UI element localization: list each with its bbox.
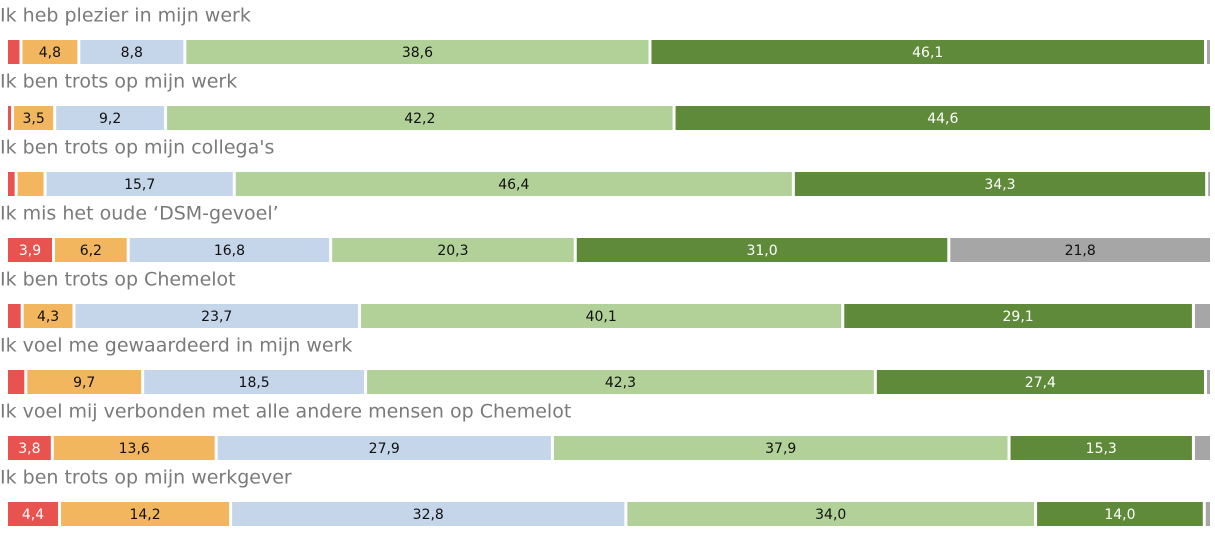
value-label: 3,5 <box>22 111 44 127</box>
value-label: 6,2 <box>80 243 102 259</box>
value-label: 9,7 <box>73 375 95 391</box>
value-label: 29,1 <box>1003 309 1034 325</box>
bar-segment <box>27 370 142 394</box>
value-label: 4,8 <box>39 45 61 61</box>
category-label: Ik ben trots op mijn werk <box>0 71 237 93</box>
bar-segment <box>1206 370 1210 394</box>
value-label: 42,3 <box>605 375 636 391</box>
bar-segment <box>75 304 359 328</box>
bar-segment <box>8 172 15 196</box>
bar-segment <box>553 436 1008 460</box>
value-label: 14,2 <box>129 507 160 523</box>
bar-segment <box>54 238 127 262</box>
bar-segment <box>876 370 1204 394</box>
bar-segment <box>56 106 165 130</box>
value-label: 3,9 <box>19 243 41 259</box>
category-label: Ik voel me gewaardeerd in mijn werk <box>0 335 352 357</box>
value-label: 44,6 <box>927 111 958 127</box>
bar-segment <box>8 436 51 460</box>
bar-segment <box>14 106 54 130</box>
bar-segment <box>8 304 21 328</box>
value-label: 46,1 <box>912 45 943 61</box>
value-label: 40,1 <box>586 309 617 325</box>
category-label: Ik heb plezier in mijn werk <box>0 5 251 27</box>
bar-segment <box>22 40 78 64</box>
bar-segment <box>235 172 792 196</box>
bar-segment <box>53 436 215 460</box>
bar-segment <box>950 238 1210 262</box>
bar-segment <box>332 238 574 262</box>
value-label: 3,8 <box>18 441 40 457</box>
category-label: Ik voel mij verbonden met alle andere me… <box>0 401 571 423</box>
value-label: 14,0 <box>1104 507 1135 523</box>
bar-segment <box>61 502 230 526</box>
value-label: 16,8 <box>214 243 245 259</box>
category-label: Ik mis het oude ‘DSM-gevoel’ <box>0 203 279 225</box>
value-label: 18,5 <box>239 375 270 391</box>
value-label: 15,3 <box>1086 441 1117 457</box>
bar-segment <box>46 172 233 196</box>
value-label: 37,9 <box>765 441 796 457</box>
bar-segment <box>627 502 1035 526</box>
value-label: 34,0 <box>815 507 846 523</box>
bar-segment <box>576 238 948 262</box>
bar-segment <box>1037 502 1203 526</box>
bar-segment <box>675 106 1210 130</box>
bar-segment <box>8 106 12 130</box>
value-label: 15,7 <box>124 177 155 193</box>
value-label: 23,7 <box>201 309 232 325</box>
value-label: 34,3 <box>984 177 1015 193</box>
value-label: 46,4 <box>498 177 529 193</box>
bar-segment <box>651 40 1204 64</box>
bar-segment <box>8 40 20 64</box>
bar-segment <box>1205 502 1210 526</box>
bar-segment <box>361 304 842 328</box>
category-label: Ik ben trots op Chemelot <box>0 269 236 291</box>
value-label: 20,3 <box>437 243 468 259</box>
value-label: 4,3 <box>37 309 59 325</box>
bar-segment <box>8 502 59 526</box>
bar-segment <box>232 502 625 526</box>
bar-segment <box>1194 304 1210 328</box>
bar-segment <box>1208 172 1210 196</box>
bar-segment <box>367 370 874 394</box>
value-label: 27,4 <box>1025 375 1056 391</box>
value-label: 38,6 <box>402 45 433 61</box>
value-label: 42,2 <box>404 111 435 127</box>
bar-segment <box>1194 436 1210 460</box>
value-label: 13,6 <box>119 441 150 457</box>
bar-segment <box>217 436 551 460</box>
category-label: Ik ben trots op mijn werkgever <box>0 467 292 489</box>
bar-segment <box>8 238 52 262</box>
value-label: 8,8 <box>121 45 143 61</box>
bar-segment <box>17 172 44 196</box>
bar-segment <box>144 370 365 394</box>
bar-segment <box>1206 40 1210 64</box>
bar-segment <box>794 172 1206 196</box>
value-label: 31,0 <box>746 243 777 259</box>
bar-segment <box>129 238 330 262</box>
value-label: 21,8 <box>1065 243 1096 259</box>
bar-segment <box>8 370 25 394</box>
bar-segment <box>186 40 649 64</box>
bar-segment <box>23 304 73 328</box>
bar-segment <box>1010 436 1192 460</box>
bar-segment <box>80 40 184 64</box>
value-label: 9,2 <box>99 111 121 127</box>
bar-segment <box>167 106 673 130</box>
value-label: 4,4 <box>22 507 44 523</box>
value-label: 27,9 <box>369 441 400 457</box>
category-label: Ik ben trots op mijn collega's <box>0 137 274 159</box>
bar-segment <box>844 304 1192 328</box>
value-label: 32,8 <box>413 507 444 523</box>
